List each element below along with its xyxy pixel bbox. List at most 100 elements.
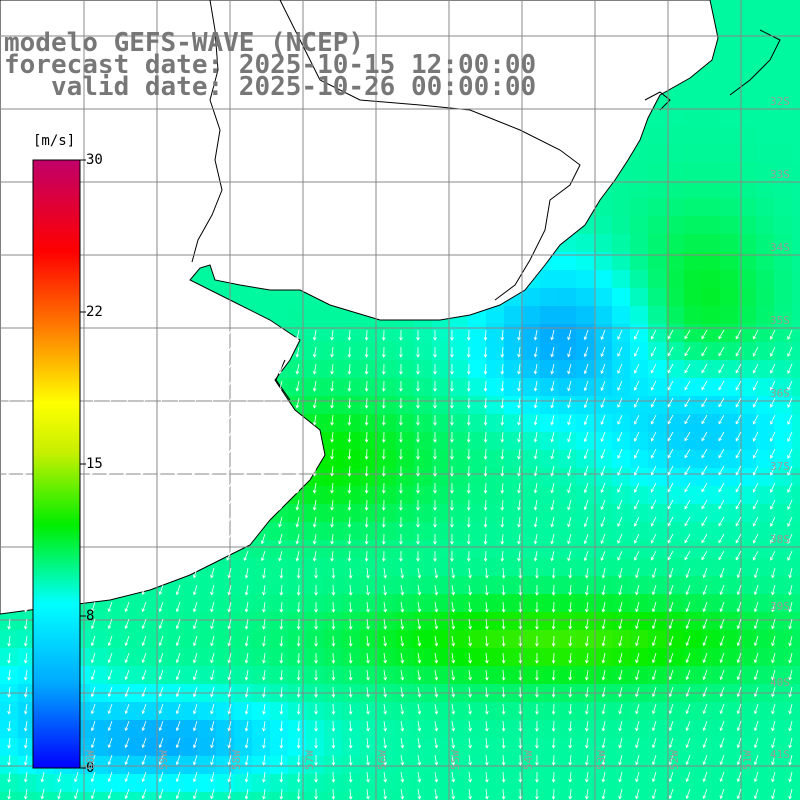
wind-arrow (584, 669, 589, 681)
wind-arrow (330, 550, 334, 562)
wind-speed-cell (0, 630, 18, 648)
wind-speed-cell (18, 738, 36, 756)
wind-speed-cell (756, 522, 774, 540)
wind-arrow (226, 533, 232, 544)
wind-arrow (600, 499, 606, 511)
wind-speed-cell (684, 90, 702, 108)
wind-arrow (260, 448, 266, 460)
wind-speed-cell (558, 792, 576, 800)
wind-arrow (89, 397, 96, 408)
wind-arrow (584, 737, 589, 749)
wind-arrow (57, 771, 62, 783)
wind-arrow (175, 686, 181, 698)
wind-arrow (106, 499, 113, 510)
wind-arrow (174, 516, 181, 527)
wind-speed-cell (558, 720, 576, 738)
wind-arrow (770, 329, 776, 340)
wind-arrow (601, 601, 606, 613)
wind-arrow (583, 431, 589, 443)
wind-arrow (364, 550, 369, 562)
wind-speed-cell (522, 612, 540, 630)
wind-speed-cell (756, 450, 774, 468)
wind-arrow (736, 703, 742, 715)
wind-speed-cell (108, 666, 126, 684)
wind-arrow (788, 788, 793, 800)
wind-speed-cell (792, 18, 800, 36)
wind-arrow (635, 584, 640, 596)
wind-arrow (227, 737, 232, 749)
wind-speed-cell (144, 792, 162, 800)
wind-speed-cell (648, 342, 666, 360)
wind-arrow (347, 329, 352, 341)
wind-speed-cell (702, 396, 720, 414)
wind-arrow (684, 482, 691, 493)
wind-arrow (7, 584, 12, 596)
wind-arrow (787, 329, 793, 340)
wind-speed-cell (792, 648, 800, 666)
wind-speed-cell (594, 504, 612, 522)
wind-arrow (174, 380, 181, 391)
wind-arrow (667, 397, 674, 408)
wind-arrow (295, 516, 300, 528)
wind-speed-cell (612, 576, 630, 594)
wind-arrow (501, 720, 506, 732)
wind-speed-cell (756, 432, 774, 450)
wind-speed-cell (558, 468, 576, 486)
wind-arrow (279, 584, 284, 596)
wind-arrow (466, 448, 471, 460)
wind-arrow (735, 448, 742, 459)
wind-speed-cell (270, 522, 288, 540)
wind-speed-cell (378, 558, 396, 576)
wind-arrow (551, 686, 556, 698)
wind-speed-cell (414, 702, 432, 720)
wind-arrow (243, 414, 249, 426)
wind-arrow (788, 669, 793, 681)
wind-speed-cell (756, 54, 774, 72)
wind-arrow (399, 482, 403, 494)
wind-speed-cell (684, 612, 702, 630)
wind-speed-cell (702, 216, 720, 234)
wind-speed-cell (720, 306, 738, 324)
wind-speed-cell (540, 360, 558, 378)
wind-arrow (262, 754, 266, 766)
wind-arrow (634, 346, 640, 357)
wind-speed-cell (360, 360, 378, 378)
wind-arrow (157, 380, 164, 391)
wind-speed-cell (378, 378, 396, 396)
wind-arrow (417, 567, 422, 579)
wind-speed-cell (720, 450, 738, 468)
wind-speed-cell (396, 468, 414, 486)
wind-speed-cell (450, 540, 468, 558)
wind-arrow (702, 788, 708, 800)
wind-arrow (209, 482, 215, 493)
wind-arrow (364, 329, 369, 341)
wind-speed-cell (648, 576, 666, 594)
wind-speed-cell (522, 432, 540, 450)
wind-arrow (668, 788, 674, 800)
wind-arrow (366, 720, 370, 732)
wind-arrow (364, 465, 369, 477)
wind-arrow (347, 380, 352, 392)
lon-label: 54W (522, 750, 535, 770)
wind-speed-cell (720, 432, 738, 450)
wind-speed-cell (540, 756, 558, 774)
wind-arrow (770, 414, 776, 425)
wind-arrow (551, 720, 556, 732)
wind-arrow (535, 720, 539, 732)
wind-arrow (7, 754, 12, 766)
wind-arrow (366, 652, 370, 664)
wind-speed-cell (684, 648, 702, 666)
wind-speed-cell (360, 666, 378, 684)
wind-arrow (718, 380, 725, 391)
land-mass (0, 0, 719, 615)
wind-arrow (787, 465, 793, 476)
wind-speed-cell (684, 792, 702, 800)
wind-speed-cell (594, 216, 612, 234)
wind-speed-cell (684, 306, 702, 324)
wind-speed-cell (792, 126, 800, 144)
wind-arrow (685, 788, 691, 800)
wind-speed-cell (630, 612, 648, 630)
wind-speed-cell (594, 666, 612, 684)
wind-speed-cell (522, 288, 540, 306)
wind-arrow (174, 329, 181, 340)
